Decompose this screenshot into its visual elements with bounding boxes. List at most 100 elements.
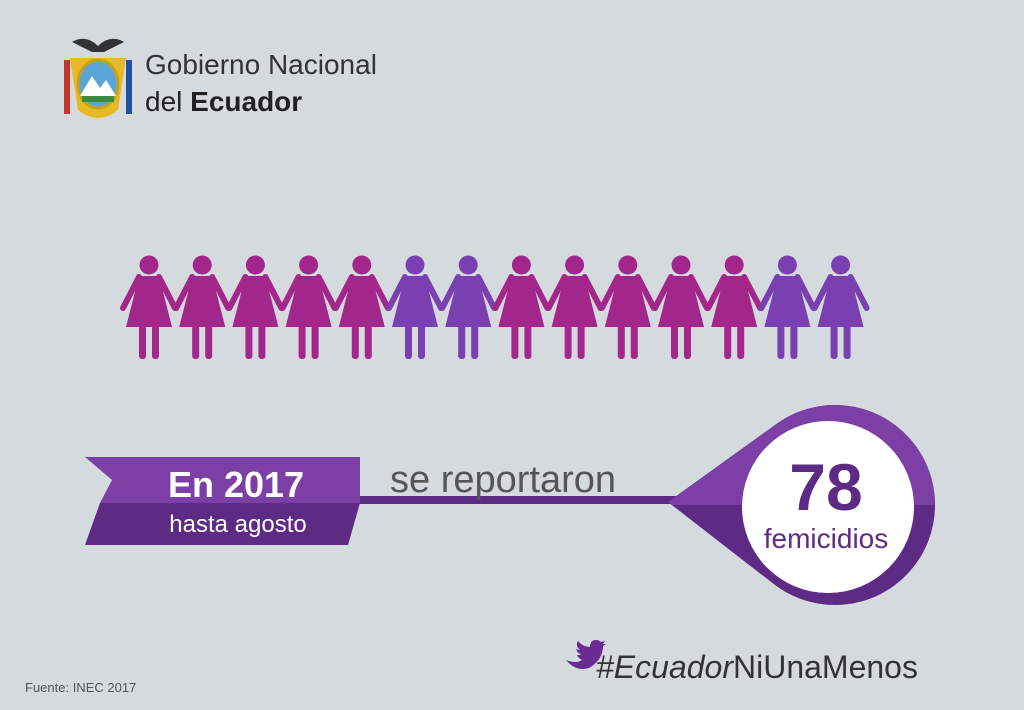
woman-figure — [705, 255, 764, 359]
dress — [392, 276, 438, 327]
twitter-icon — [566, 640, 606, 669]
leg — [524, 325, 532, 359]
woman-figure — [598, 255, 657, 359]
leg — [351, 325, 359, 359]
leg — [298, 325, 306, 359]
leg — [205, 325, 213, 359]
coat-of-arms — [64, 38, 132, 118]
dress — [232, 276, 279, 327]
arm — [315, 274, 338, 311]
woman-figure — [332, 255, 391, 359]
arm — [156, 274, 178, 311]
arm — [332, 274, 355, 311]
woman-figure — [279, 255, 338, 359]
leg — [684, 325, 691, 359]
leg — [364, 325, 372, 359]
head — [671, 255, 691, 275]
connector-line — [355, 496, 685, 504]
head — [192, 255, 212, 275]
woman-figure — [173, 255, 232, 359]
woman-figure — [545, 255, 604, 359]
head — [777, 255, 797, 275]
head — [245, 255, 265, 275]
banner-year-value: 2017 — [224, 464, 304, 505]
woman-figure — [439, 255, 498, 359]
woman-figure — [386, 255, 444, 359]
leg — [418, 325, 425, 359]
dress — [551, 276, 598, 327]
head — [511, 255, 531, 275]
arm — [475, 274, 498, 311]
arm — [209, 274, 232, 311]
head — [565, 255, 585, 275]
hashtag-regular: NiUnaMenos — [733, 649, 918, 685]
woman-figure — [226, 255, 285, 359]
head — [831, 255, 851, 275]
head — [352, 255, 372, 275]
hashtag-italic: #Ecuador — [596, 649, 734, 685]
leg — [830, 325, 838, 359]
pin — [668, 405, 935, 605]
leg — [152, 325, 159, 359]
head — [458, 255, 478, 275]
woman-figure — [811, 255, 870, 359]
leg — [630, 325, 638, 359]
leg — [245, 325, 253, 359]
head — [618, 255, 638, 275]
connector-text: se reportaron — [390, 459, 616, 501]
arm — [811, 274, 834, 311]
arm — [279, 274, 302, 311]
arm — [758, 274, 781, 311]
source-note: Fuente: INEC 2017 — [25, 680, 136, 695]
head — [139, 255, 159, 275]
arm — [262, 274, 285, 311]
leg — [511, 325, 519, 359]
dress — [658, 276, 704, 327]
dress — [498, 276, 545, 327]
arm — [439, 274, 462, 311]
arm — [581, 274, 604, 311]
dress — [604, 276, 651, 327]
head — [405, 255, 425, 275]
leg — [458, 325, 466, 359]
head — [299, 255, 319, 275]
banner-bottom — [85, 503, 360, 545]
arm — [492, 274, 515, 311]
woman-figure — [492, 255, 551, 359]
figure-row — [120, 255, 870, 359]
leg — [617, 325, 625, 359]
leg — [139, 325, 146, 359]
highlight-label: femicidios — [764, 523, 888, 554]
head — [724, 255, 744, 275]
dress — [445, 276, 492, 327]
arm — [652, 274, 674, 311]
woman-figure — [652, 255, 710, 359]
leg — [671, 325, 678, 359]
arm — [226, 274, 249, 311]
leg — [724, 325, 732, 359]
dress — [711, 276, 758, 327]
arm — [688, 274, 710, 311]
leg — [737, 325, 745, 359]
leg — [405, 325, 412, 359]
hashtag: #EcuadorNiUnaMenos — [596, 649, 918, 685]
arm — [705, 274, 728, 311]
leg — [258, 325, 266, 359]
dress — [338, 276, 385, 327]
arm — [120, 274, 142, 311]
arm — [634, 274, 657, 311]
leg — [777, 325, 785, 359]
leg — [577, 325, 585, 359]
banner-year: En 2017 — [168, 464, 304, 505]
banner-top — [85, 457, 360, 503]
arm — [386, 274, 408, 311]
woman-figure — [120, 255, 178, 359]
header-bold: Ecuador — [190, 86, 302, 117]
leg — [843, 325, 851, 359]
leg — [790, 325, 798, 359]
dress — [126, 276, 172, 327]
dress — [764, 276, 811, 327]
arm — [598, 274, 621, 311]
